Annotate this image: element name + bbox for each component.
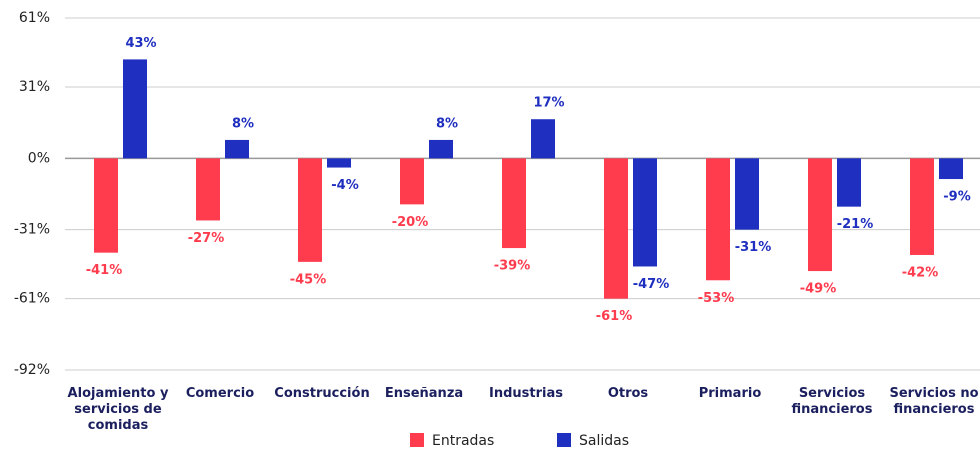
bar: [633, 158, 657, 267]
legend-swatch: [557, 433, 571, 447]
y-tick-label: 0%: [28, 150, 50, 166]
value-label: 43%: [125, 36, 156, 51]
legend-label: Salidas: [579, 433, 629, 449]
value-label: -20%: [392, 215, 429, 230]
value-label: -27%: [188, 231, 225, 246]
bar: [502, 158, 526, 249]
bar: [225, 139, 249, 159]
bar: [196, 158, 220, 221]
bar: [604, 158, 628, 299]
value-label: -49%: [800, 282, 837, 297]
legend-label: Entradas: [432, 433, 494, 449]
y-tick-label: -92%: [14, 362, 50, 378]
y-tick-label: -31%: [14, 222, 50, 238]
bar: [735, 158, 759, 230]
value-label: 17%: [533, 96, 564, 111]
x-tick-label: Servicios no financieros: [889, 386, 979, 417]
value-label: -31%: [735, 240, 772, 255]
value-label: 8%: [232, 116, 254, 131]
bar: [910, 158, 934, 255]
bar: [939, 158, 963, 180]
bar: [837, 158, 861, 207]
x-tick-label: Otros: [607, 386, 649, 401]
value-label: -21%: [837, 217, 874, 232]
y-tick-label: 61%: [19, 10, 50, 26]
value-label: 8%: [436, 116, 458, 131]
x-tick-label: Enseñanza: [384, 386, 464, 401]
value-label: -61%: [596, 309, 633, 324]
bar: [123, 59, 147, 159]
legend-swatch: [410, 433, 424, 447]
value-label: -9%: [943, 190, 970, 205]
value-label: -39%: [494, 259, 531, 274]
x-tick-label: Alojamiento y servicios de comidas: [67, 386, 169, 433]
bar: [808, 158, 832, 272]
x-tick-label: Industrias: [489, 386, 563, 401]
x-tick-label: Primario: [698, 386, 762, 401]
value-label: -42%: [902, 265, 939, 280]
bar: [298, 158, 322, 262]
bar: [327, 158, 351, 168]
bar: [706, 158, 730, 281]
y-tick-label: -61%: [14, 291, 50, 307]
bar: [429, 139, 453, 159]
y-tick-label: 31%: [19, 79, 50, 95]
value-label: -4%: [331, 178, 358, 193]
bar: [400, 158, 424, 205]
value-label: -41%: [86, 263, 123, 278]
value-label: -45%: [290, 272, 327, 287]
x-tick-label: Servicios financieros: [791, 386, 873, 417]
value-label: -47%: [633, 277, 670, 292]
bar: [94, 158, 118, 253]
x-tick-label: Comercio: [185, 386, 255, 401]
x-tick-label: Construcción: [274, 386, 370, 401]
bar: [531, 119, 555, 159]
value-label: -53%: [698, 291, 735, 306]
